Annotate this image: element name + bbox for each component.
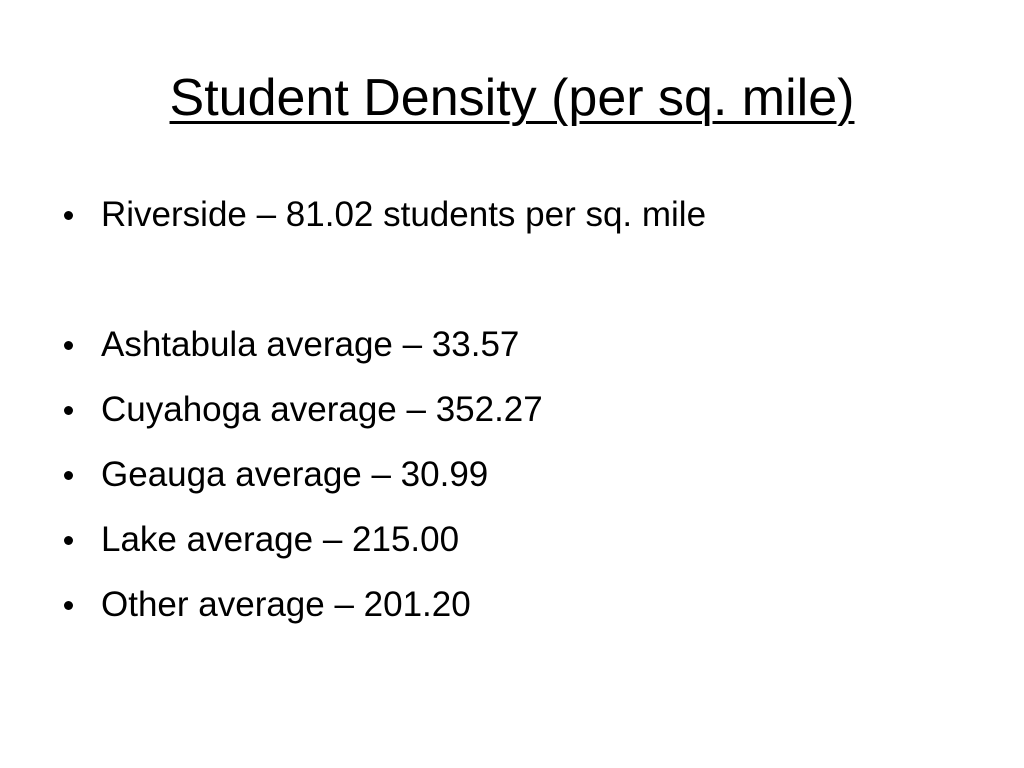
bullet-dot	[64, 471, 73, 480]
bullet-text: Other average – 201.20	[101, 585, 471, 624]
bullet-dot	[64, 406, 73, 415]
bullet-item: Riverside – 81.02 students per sq. mile	[0, 182, 706, 247]
bullet-text: Geauga average – 30.99	[101, 455, 489, 494]
bullet-item: Ashtabula average – 33.57	[0, 312, 706, 377]
bullet-text: Lake average – 215.00	[101, 520, 460, 559]
bullet-text: Cuyahoga average – 352.27	[101, 390, 543, 429]
bullet-dot	[64, 341, 73, 350]
slide-title: Student Density (per sq. mile)	[169, 69, 855, 127]
bullet-list: Riverside – 81.02 students per sq. mile A…	[0, 182, 706, 637]
bullet-dot	[64, 211, 73, 220]
bullet-item: Other average – 201.20	[0, 572, 706, 637]
bullet-text: Ashtabula average – 33.57	[101, 325, 520, 364]
bullet-dot	[64, 536, 73, 545]
bullet-item: Geauga average – 30.99	[0, 442, 706, 507]
bullet-text: Riverside – 81.02 students per sq. mile	[101, 195, 707, 234]
bullet-item: Lake average – 215.00	[0, 507, 706, 572]
bullet-dot	[64, 601, 73, 610]
bullet-item: Cuyahoga average – 352.27	[0, 377, 706, 442]
